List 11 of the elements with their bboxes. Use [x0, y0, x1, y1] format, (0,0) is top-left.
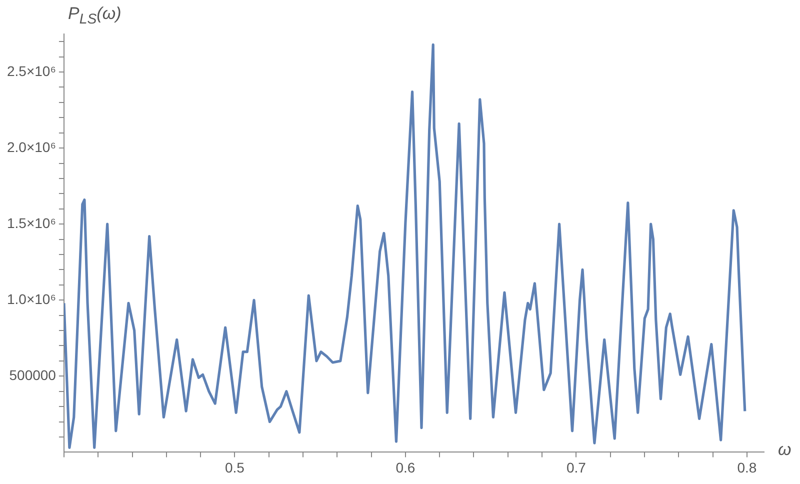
- y-tick-label: 2.0×10⁶: [6, 138, 56, 155]
- x-tick-label: 0.8: [737, 459, 757, 476]
- y-tick-label: 500000: [9, 367, 56, 384]
- y-tick-label: 1.5×10⁶: [6, 214, 56, 231]
- x-tick-label: 0.6: [396, 459, 416, 476]
- y-tick-label: 1.0×10⁶: [6, 290, 56, 307]
- x-axis-title: ω: [778, 440, 792, 460]
- x-tick-label: 0.7: [566, 459, 586, 476]
- y-axis-title: P$_{LS}$(ω): [68, 4, 122, 28]
- y-tick-label: 2.5×10⁶: [6, 62, 56, 79]
- x-tick-label: 0.5: [224, 459, 245, 476]
